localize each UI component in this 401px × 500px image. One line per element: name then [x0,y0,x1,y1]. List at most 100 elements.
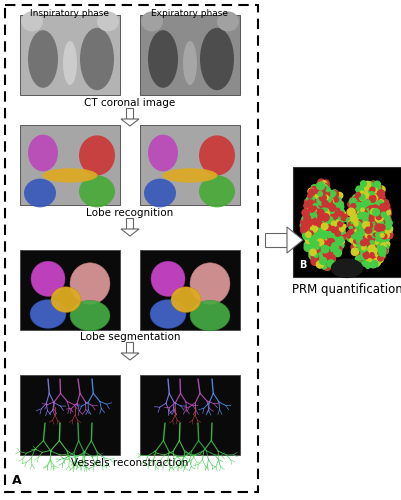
Circle shape [332,202,339,209]
Circle shape [361,261,366,266]
Circle shape [329,234,336,239]
Circle shape [316,254,319,256]
Circle shape [379,244,383,250]
Circle shape [381,222,387,228]
Circle shape [374,255,378,259]
Circle shape [383,210,389,216]
Circle shape [361,261,365,265]
Circle shape [326,222,333,229]
Circle shape [381,204,384,208]
Circle shape [360,181,365,186]
Circle shape [385,220,388,223]
Circle shape [334,246,341,253]
Circle shape [319,214,325,220]
Circle shape [346,208,353,216]
Circle shape [367,236,370,239]
Circle shape [354,256,361,262]
Circle shape [363,182,370,188]
Circle shape [352,221,355,224]
Circle shape [367,190,375,196]
Circle shape [329,195,336,202]
Circle shape [309,234,313,237]
Circle shape [358,188,362,192]
Circle shape [360,248,367,254]
Circle shape [333,228,338,234]
Circle shape [322,198,328,204]
Circle shape [356,230,361,234]
Circle shape [312,245,316,249]
Circle shape [338,215,344,220]
Circle shape [305,212,309,216]
Circle shape [351,206,358,212]
Circle shape [365,258,372,266]
Circle shape [350,206,354,210]
Circle shape [370,224,374,228]
Circle shape [370,242,377,249]
Circle shape [362,218,367,223]
Circle shape [333,216,340,223]
Circle shape [357,212,361,216]
Circle shape [310,207,316,212]
Circle shape [315,256,322,262]
Circle shape [381,244,387,250]
Ellipse shape [51,287,81,312]
Circle shape [315,228,322,235]
Circle shape [322,198,325,201]
Circle shape [308,252,316,260]
Circle shape [367,192,373,200]
Circle shape [326,260,334,267]
Circle shape [316,198,321,203]
Circle shape [305,232,310,237]
Circle shape [323,204,330,211]
Circle shape [378,236,384,242]
Circle shape [302,222,310,230]
Circle shape [307,242,311,246]
Circle shape [308,229,312,232]
Circle shape [367,245,372,250]
Circle shape [312,206,316,210]
Circle shape [349,209,355,215]
Circle shape [314,184,322,192]
Circle shape [305,230,308,234]
Circle shape [312,208,319,214]
Circle shape [369,199,377,207]
Circle shape [300,225,307,232]
Circle shape [384,229,391,236]
Circle shape [352,214,357,218]
Circle shape [324,223,331,230]
Circle shape [360,218,367,225]
Circle shape [374,214,382,222]
Circle shape [305,204,312,210]
Circle shape [316,182,320,186]
Circle shape [339,211,342,214]
Circle shape [326,244,334,251]
Circle shape [357,246,361,250]
Circle shape [346,230,353,238]
Circle shape [375,236,379,240]
Circle shape [312,219,318,225]
Circle shape [307,194,311,198]
Circle shape [334,231,340,236]
Circle shape [362,236,369,242]
Circle shape [314,242,318,246]
Circle shape [336,233,342,238]
Circle shape [311,199,318,206]
Circle shape [375,217,379,221]
Circle shape [318,256,323,261]
Circle shape [369,256,375,263]
Circle shape [372,208,379,216]
Circle shape [372,224,376,228]
Circle shape [318,238,324,244]
Circle shape [353,247,360,254]
Circle shape [328,194,333,200]
Circle shape [357,213,363,219]
Circle shape [375,192,381,198]
Circle shape [377,200,382,206]
Circle shape [320,216,325,220]
Circle shape [316,215,321,220]
Circle shape [320,233,327,240]
Circle shape [377,246,385,254]
Circle shape [314,198,320,204]
Circle shape [308,209,314,214]
Circle shape [359,198,367,205]
